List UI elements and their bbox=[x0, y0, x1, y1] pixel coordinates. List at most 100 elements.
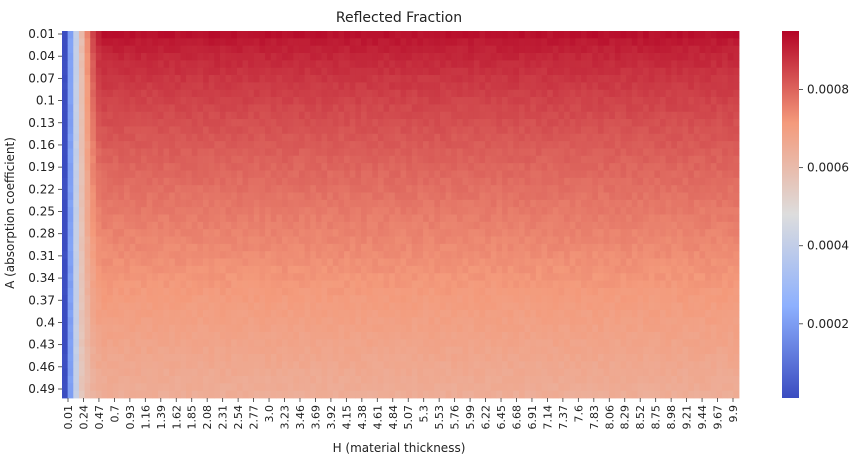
heatmap-cell bbox=[298, 119, 305, 127]
heatmap-cell bbox=[682, 31, 689, 39]
heatmap-cell bbox=[496, 53, 503, 61]
heatmap-cell bbox=[648, 163, 655, 171]
heatmap-cell bbox=[439, 38, 447, 47]
heatmap-cell bbox=[518, 177, 526, 186]
heatmap-cell bbox=[298, 258, 305, 267]
heatmap-cell bbox=[535, 126, 542, 135]
heatmap-cell bbox=[282, 265, 289, 274]
heatmap-cell bbox=[78, 295, 85, 303]
heatmap-cell bbox=[473, 163, 480, 171]
heatmap-cell bbox=[541, 141, 548, 149]
heatmap-cell bbox=[614, 309, 621, 318]
heatmap-cell bbox=[643, 273, 650, 281]
heatmap-cell bbox=[124, 251, 131, 259]
heatmap-cell bbox=[366, 243, 373, 252]
heatmap-cell bbox=[265, 258, 272, 267]
heatmap-cell bbox=[479, 287, 486, 296]
heatmap-cell bbox=[411, 243, 418, 252]
heatmap-cell bbox=[298, 170, 305, 179]
heatmap-cell bbox=[304, 177, 311, 186]
heatmap-cell bbox=[451, 111, 458, 120]
heatmap-cell bbox=[293, 170, 300, 179]
heatmap-cell bbox=[603, 251, 610, 259]
heatmap-cell bbox=[259, 75, 266, 83]
heatmap-cell bbox=[631, 207, 638, 215]
heatmap-cell bbox=[174, 148, 181, 157]
heatmap-cell bbox=[451, 163, 458, 171]
heatmap-cell bbox=[541, 295, 548, 303]
heatmap-cell bbox=[225, 89, 232, 98]
heatmap-cell bbox=[417, 141, 424, 149]
heatmap-cell bbox=[513, 185, 520, 193]
heatmap-cell bbox=[597, 155, 604, 164]
heatmap-cell bbox=[581, 287, 588, 296]
heatmap-cell bbox=[174, 185, 181, 193]
heatmap-cell bbox=[535, 45, 542, 54]
heatmap-cell bbox=[581, 53, 588, 61]
heatmap-cell bbox=[716, 317, 723, 325]
heatmap-cell bbox=[592, 53, 599, 61]
heatmap-cell bbox=[214, 31, 221, 39]
heatmap-cell bbox=[417, 192, 424, 201]
heatmap-cell bbox=[383, 236, 390, 245]
heatmap-cell bbox=[439, 317, 447, 325]
heatmap-cell bbox=[637, 251, 644, 259]
heatmap-cell bbox=[727, 38, 734, 47]
heatmap-cell bbox=[541, 104, 548, 113]
heatmap-cell bbox=[614, 207, 621, 215]
heatmap-cell bbox=[468, 111, 475, 120]
heatmap-cell bbox=[727, 155, 734, 164]
heatmap-cell bbox=[445, 38, 452, 47]
heatmap-cell bbox=[355, 104, 362, 113]
heatmap-cell bbox=[423, 287, 430, 296]
heatmap-cell bbox=[626, 287, 633, 296]
heatmap-cell bbox=[248, 199, 255, 208]
heatmap-cell bbox=[282, 185, 289, 193]
heatmap-cell bbox=[530, 280, 537, 289]
heatmap-cell bbox=[569, 97, 576, 105]
heatmap-cell bbox=[716, 133, 723, 142]
heatmap-cell bbox=[468, 317, 475, 325]
heatmap-cell bbox=[671, 133, 678, 142]
heatmap-cell bbox=[197, 309, 204, 318]
heatmap-cell bbox=[157, 309, 164, 318]
heatmap-cell bbox=[67, 331, 74, 340]
heatmap-cell bbox=[62, 295, 69, 303]
heatmap-cell bbox=[197, 97, 204, 105]
heatmap-cell bbox=[456, 207, 463, 215]
heatmap-cell bbox=[118, 258, 125, 267]
heatmap-cell bbox=[242, 163, 249, 171]
heatmap-cell bbox=[265, 324, 272, 333]
heatmap-cell bbox=[163, 214, 170, 223]
heatmap-cell bbox=[372, 185, 379, 193]
heatmap-cell bbox=[417, 331, 424, 340]
heatmap-cell bbox=[648, 309, 655, 318]
heatmap-cell bbox=[180, 265, 187, 274]
heatmap-cell bbox=[62, 229, 69, 237]
heatmap-cell bbox=[310, 104, 317, 113]
heatmap-cell bbox=[78, 258, 85, 267]
heatmap-cell bbox=[361, 75, 368, 83]
heatmap-cell bbox=[620, 119, 627, 127]
heatmap-cell bbox=[242, 97, 249, 105]
heatmap-cell bbox=[293, 258, 300, 267]
heatmap-cell bbox=[62, 111, 69, 120]
heatmap-cell bbox=[310, 221, 317, 230]
heatmap-cell bbox=[197, 163, 204, 171]
heatmap-cell bbox=[417, 199, 424, 208]
heatmap-cell bbox=[276, 331, 283, 340]
heatmap-cell bbox=[78, 126, 85, 135]
heatmap-cell bbox=[665, 214, 672, 223]
heatmap-cell bbox=[541, 221, 548, 230]
heatmap-cell bbox=[287, 229, 294, 237]
heatmap-cell bbox=[558, 258, 565, 267]
heatmap-cell bbox=[462, 170, 469, 179]
heatmap-cell bbox=[581, 60, 588, 69]
heatmap-cell bbox=[383, 324, 390, 333]
heatmap-cell bbox=[355, 31, 362, 39]
heatmap-cell bbox=[265, 192, 272, 201]
heatmap-cell bbox=[637, 119, 644, 127]
heatmap-cell bbox=[733, 53, 740, 61]
heatmap-cell bbox=[558, 45, 565, 54]
heatmap-cell bbox=[445, 60, 452, 69]
